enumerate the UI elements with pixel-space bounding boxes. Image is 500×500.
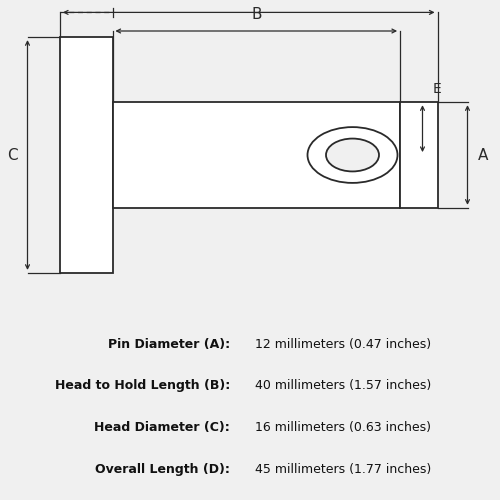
Text: 12 millimeters (0.47 inches): 12 millimeters (0.47 inches) — [255, 338, 431, 350]
Circle shape — [326, 138, 379, 172]
Bar — [400, 102, 438, 208]
Text: Head to Hold Length (B):: Head to Hold Length (B): — [55, 380, 230, 392]
Text: A: A — [478, 148, 488, 162]
Text: Overall Length (D):: Overall Length (D): — [95, 463, 230, 476]
Text: 40 millimeters (1.57 inches): 40 millimeters (1.57 inches) — [255, 380, 431, 392]
Bar — [112, 102, 400, 208]
Text: Pin Diameter (A):: Pin Diameter (A): — [108, 338, 230, 350]
Text: 16 millimeters (0.63 inches): 16 millimeters (0.63 inches) — [255, 422, 431, 434]
Text: E: E — [432, 82, 442, 96]
Text: Head Diameter (C):: Head Diameter (C): — [94, 422, 230, 434]
Circle shape — [308, 127, 398, 183]
Text: 45 millimeters (1.77 inches): 45 millimeters (1.77 inches) — [255, 463, 431, 476]
Text: B: B — [251, 6, 262, 22]
Text: C: C — [7, 148, 18, 162]
Bar — [60, 37, 112, 273]
Text: F: F — [46, 0, 55, 3]
Text: D: D — [243, 0, 254, 3]
